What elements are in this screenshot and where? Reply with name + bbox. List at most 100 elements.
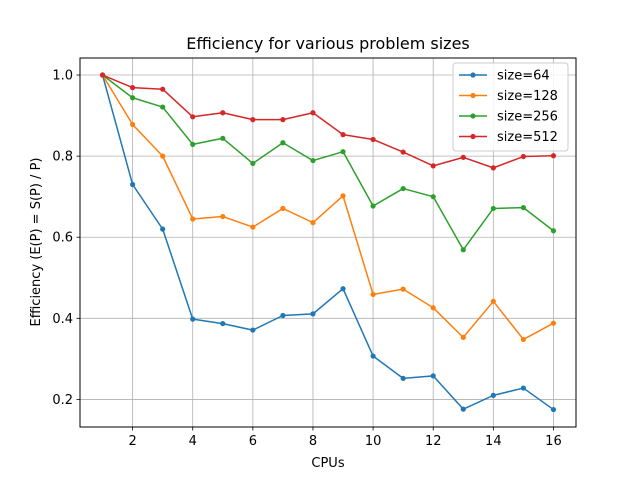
data-point [280, 140, 286, 146]
x-tick-label: 4 [189, 434, 197, 449]
x-tick-label: 10 [365, 434, 382, 449]
data-point [430, 305, 436, 311]
data-point [340, 132, 346, 138]
data-point [460, 406, 466, 412]
data-point [130, 181, 136, 188]
y-tick-label: 0.6 [52, 231, 73, 246]
data-point [280, 312, 286, 319]
legend-item: size=128 [459, 89, 558, 104]
data-point [190, 216, 196, 222]
data-point [520, 336, 526, 343]
data-point [490, 165, 496, 171]
series-size-256 [99, 72, 557, 253]
data-point [550, 153, 557, 159]
x-tick-label: 12 [425, 434, 442, 449]
data-point [370, 353, 376, 359]
data-point [400, 286, 406, 292]
data-point [130, 85, 136, 91]
data-point [340, 149, 346, 155]
data-point [250, 117, 256, 123]
series-line [102, 74, 554, 169]
series-group [99, 72, 557, 413]
data-point [190, 141, 196, 147]
legend-label: size=512 [497, 130, 558, 145]
x-tick-label: 8 [309, 434, 317, 449]
data-point [520, 385, 526, 391]
y-tick-label: 0.4 [52, 312, 73, 327]
series-line [102, 74, 554, 251]
legend: size=64 size=128 size=256 size=512 [452, 62, 569, 152]
data-point [460, 247, 466, 253]
data-point [430, 373, 436, 379]
legend-marker [470, 92, 476, 99]
data-point [310, 157, 316, 164]
data-point [130, 95, 136, 101]
x-tick-label: 6 [249, 434, 257, 449]
legend-label: size=256 [497, 110, 558, 125]
data-point [160, 86, 166, 92]
data-point [280, 205, 286, 212]
series-line [101, 74, 554, 411]
data-point [520, 153, 526, 160]
data-point [220, 135, 226, 141]
data-point [550, 228, 557, 234]
legend-item: size=64 [459, 69, 550, 84]
data-point [220, 320, 226, 327]
legend-label: size=128 [497, 89, 558, 104]
data-point [310, 311, 316, 317]
legend-marker [470, 72, 476, 78]
legend-item: size=512 [459, 130, 558, 145]
x-tick-label: 16 [545, 434, 562, 449]
data-point [310, 110, 316, 116]
data-point [160, 153, 166, 159]
data-point [190, 316, 196, 322]
legend-label: size=64 [497, 69, 550, 84]
series-line [101, 74, 554, 341]
ticks: 2 4 6 8 10 12 14 16 0.2 0.4 0.6 0.8 1.0 [52, 69, 561, 449]
y-tick-label: 0.2 [52, 393, 73, 408]
legend-marker [470, 113, 476, 119]
data-point [550, 406, 557, 413]
data-point [550, 320, 557, 326]
x-tick-label: 2 [128, 434, 136, 449]
data-point [99, 72, 106, 78]
y-tick-label: 0.8 [52, 150, 73, 165]
data-point [160, 226, 166, 232]
data-point [220, 213, 226, 220]
chart-title: Efficiency for various problem sizes [186, 34, 470, 53]
data-point [220, 110, 226, 116]
data-point [370, 291, 376, 298]
data-point [130, 121, 136, 128]
legend-item: size=256 [459, 110, 558, 125]
legend-box [452, 62, 569, 152]
y-axis-label: Efficiency (E(P) = S(P) / P) [29, 158, 44, 327]
data-point [400, 185, 406, 192]
x-axis-label: CPUs [311, 456, 344, 471]
series-size-512 [99, 72, 557, 171]
data-point [370, 203, 376, 209]
plot-frame [79, 57, 577, 428]
data-point [460, 334, 466, 340]
data-point [490, 298, 496, 304]
data-point [190, 114, 196, 120]
data-point [160, 104, 166, 110]
data-point [490, 205, 496, 212]
data-point [490, 392, 496, 398]
data-point [430, 163, 436, 169]
data-point [340, 286, 346, 292]
data-point [460, 154, 466, 160]
data-point [250, 160, 256, 167]
x-tick-label: 14 [485, 434, 502, 449]
y-tick-label: 1.0 [52, 69, 73, 84]
data-point [400, 149, 406, 155]
data-point [400, 375, 406, 381]
legend-marker [470, 133, 476, 140]
data-point [370, 136, 376, 143]
data-point [250, 327, 256, 333]
data-point [430, 194, 436, 200]
data-point [340, 193, 346, 199]
data-point [310, 220, 316, 226]
data-point [520, 205, 526, 211]
data-point [250, 224, 256, 230]
